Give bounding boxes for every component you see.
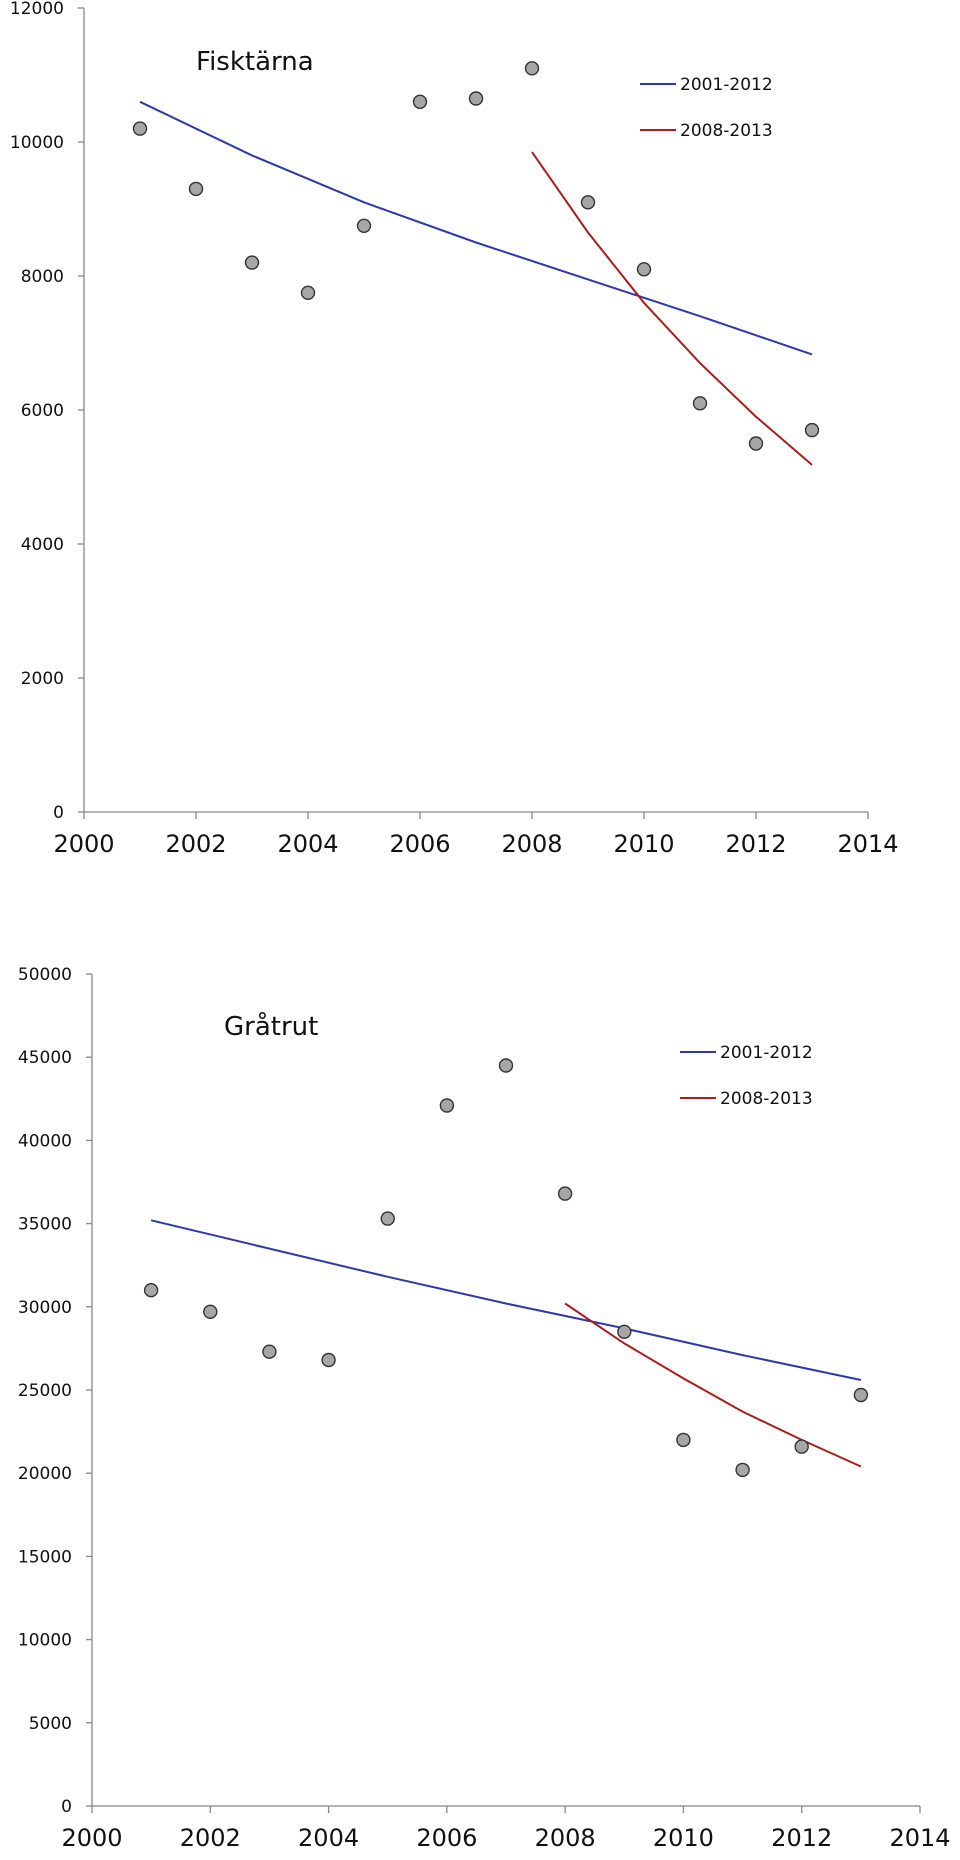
chart-title: Fisktärna (196, 47, 314, 77)
x-tick-label: 2014 (889, 1824, 950, 1852)
data-point (188, 181, 204, 197)
y-tick-label: 12000 (10, 0, 64, 19)
data-point (468, 91, 484, 106)
x-tick-label: 2004 (277, 830, 338, 858)
data-point (143, 1282, 159, 1298)
y-tick-label: 8000 (21, 267, 64, 287)
x-tick-label: 2008 (535, 1824, 596, 1852)
data-point (557, 1186, 573, 1201)
data-point (262, 1344, 277, 1359)
legend-label: 2008-2013 (680, 121, 773, 141)
legend-label: 2008-2013 (720, 1089, 813, 1109)
y-tick-label: 0 (61, 1797, 72, 1817)
data-point (748, 436, 764, 451)
x-tick-label: 2014 (837, 830, 898, 858)
data-point (636, 262, 652, 277)
y-tick-label: 10000 (18, 1631, 72, 1651)
y-tick-label: 30000 (18, 1298, 72, 1318)
data-point (498, 1058, 514, 1073)
data-point (244, 255, 260, 270)
x-tick-label: 2008 (501, 830, 562, 858)
data-point (794, 1439, 809, 1454)
legend-label: 2001-2012 (720, 1043, 813, 1063)
y-tick-label: 0 (53, 803, 64, 823)
y-tick-label: 35000 (18, 1215, 72, 1235)
y-tick-label: 2000 (21, 669, 64, 689)
x-tick-label: 2000 (61, 1824, 122, 1852)
y-tick-label: 25000 (18, 1381, 72, 1401)
x-tick-label: 2006 (389, 830, 450, 858)
y-tick-label: 40000 (18, 1131, 72, 1151)
data-point (735, 1462, 750, 1478)
x-tick-label: 2010 (613, 830, 674, 858)
data-point (321, 1352, 336, 1368)
data-point (676, 1432, 691, 1448)
trend-line-2008-2013 (564, 1302, 862, 1468)
trend-line-2001-2012 (139, 100, 813, 356)
x-tick-label: 2012 (771, 1824, 832, 1852)
y-tick-label: 4000 (21, 535, 64, 555)
data-point (356, 218, 372, 234)
x-tick-label: 2004 (298, 1824, 359, 1852)
y-tick-label: 45000 (18, 1048, 72, 1068)
data-point (380, 1211, 395, 1226)
data-point (203, 1304, 218, 1320)
x-tick-label: 2002 (165, 830, 226, 858)
data-point (524, 61, 540, 76)
data-point (300, 285, 316, 300)
data-point (439, 1098, 455, 1113)
y-tick-label: 20000 (18, 1464, 72, 1484)
chart-2: 0 5000 10000 15000 20000 25000 30000 35000 40000… (18, 965, 951, 1852)
data-point (804, 422, 820, 438)
data-point (412, 94, 428, 110)
y-tick-label: 6000 (21, 401, 64, 421)
x-tick-label: 2002 (180, 1824, 241, 1852)
chart-title: Gråtrut (224, 1011, 318, 1042)
x-tick-label: 2012 (725, 830, 786, 858)
data-point (692, 396, 708, 411)
data-point (853, 1387, 869, 1403)
data-point (132, 121, 148, 136)
trend-line-2001-2012 (150, 1219, 862, 1381)
x-tick-label: 2006 (416, 1824, 477, 1852)
legend-label: 2001-2012 (680, 75, 773, 95)
y-tick-label: 10000 (10, 133, 64, 153)
y-tick-label: 50000 (18, 965, 72, 985)
x-tick-label: 2010 (653, 1824, 714, 1852)
y-tick-label: 15000 (18, 1547, 72, 1567)
data-point (617, 1324, 632, 1340)
chart-1: 0 2000 4000 6000 8000 10000 12000 2000 2002 2004 2… (10, 0, 899, 858)
y-tick-label: 5000 (29, 1714, 72, 1734)
x-tick-label: 2000 (53, 830, 114, 858)
data-point (580, 195, 596, 210)
trend-line-2008-2013 (531, 151, 813, 466)
